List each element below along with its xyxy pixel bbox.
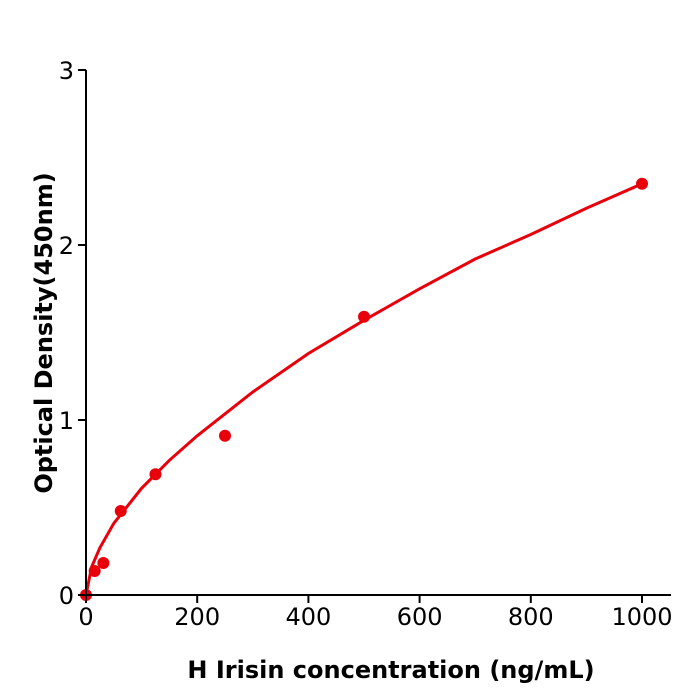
data-point <box>114 505 127 517</box>
x-tick-label: 800 <box>508 603 554 631</box>
fit-curve <box>84 182 643 596</box>
x-tick-label: 600 <box>397 603 443 631</box>
data-point <box>97 556 110 569</box>
x-tick-label: 400 <box>285 603 331 631</box>
y-axis-label: Optical Density(450nm) <box>30 172 58 493</box>
data-point <box>219 429 231 442</box>
x-tick-label: 1000 <box>611 603 672 631</box>
y-tick-label: 3 <box>59 57 74 85</box>
x-tick-label: 200 <box>174 603 220 631</box>
y-tick-label: 0 <box>59 582 74 610</box>
x-tick-label: 0 <box>78 603 93 631</box>
data-point <box>88 565 101 578</box>
data-point <box>636 177 648 190</box>
y-tick-label: 2 <box>59 232 74 260</box>
data-point <box>149 468 162 481</box>
x-axis-label: H Irisin concentration (ng/mL) <box>187 656 594 684</box>
y-tick-label: 1 <box>59 407 74 435</box>
data-point <box>358 310 370 323</box>
